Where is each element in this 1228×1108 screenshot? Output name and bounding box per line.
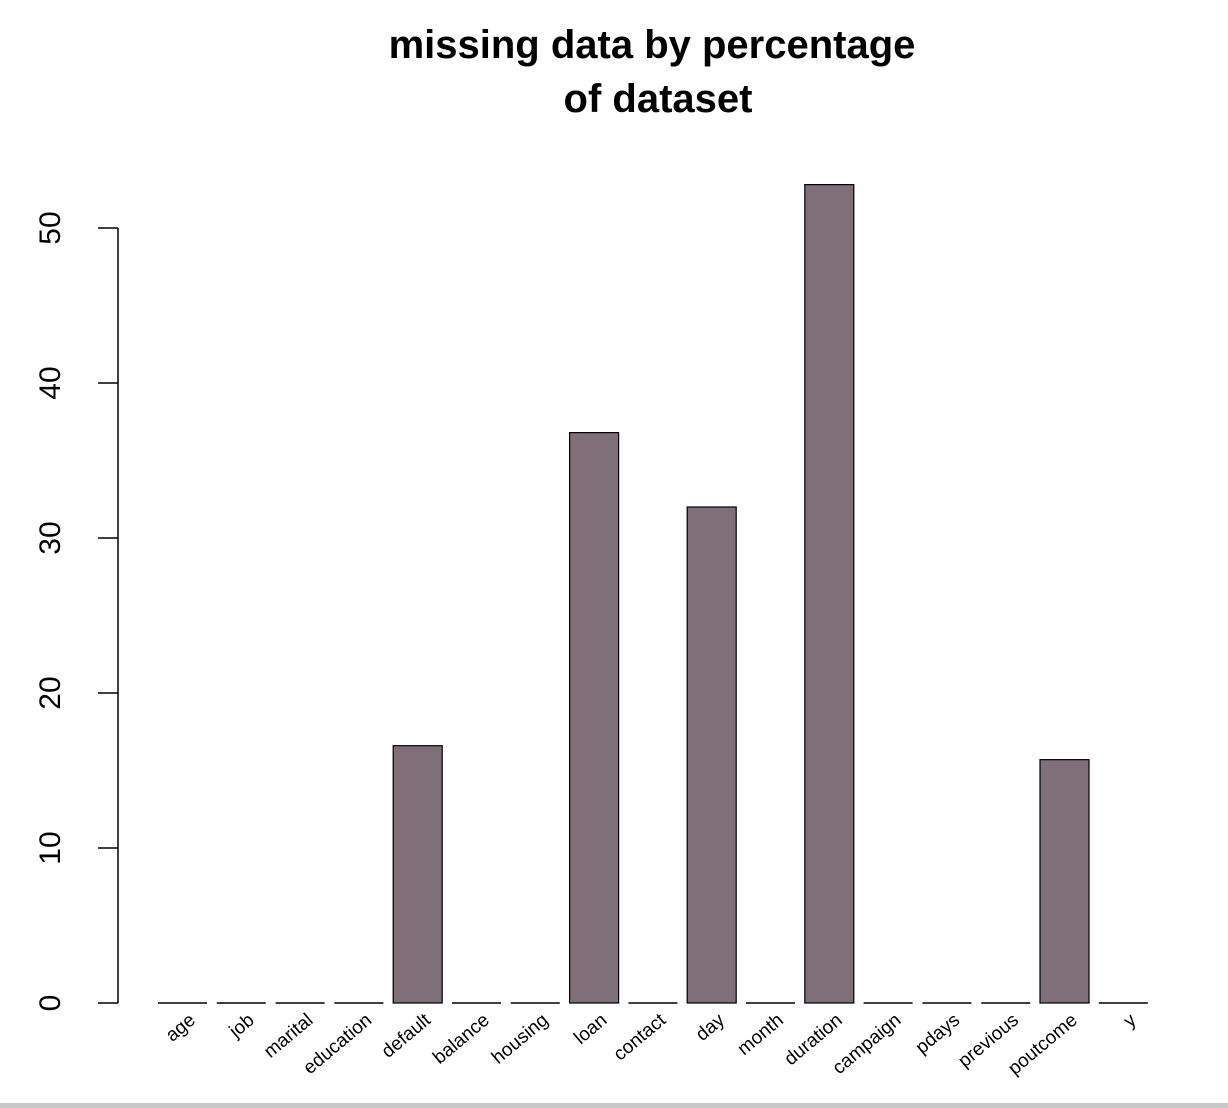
- y-tick-label: 50: [34, 211, 67, 244]
- y-tick-label: 30: [34, 521, 67, 554]
- bar: [804, 184, 855, 1004]
- bar: [392, 745, 443, 1004]
- bottom-border: [0, 1103, 1228, 1108]
- x-tick-label: job: [225, 1010, 259, 1043]
- y-tick-label: 20: [34, 676, 67, 709]
- x-tick-label: loan: [570, 1010, 611, 1049]
- x-tick-label: month: [734, 1010, 788, 1060]
- x-tick-label: age: [162, 1010, 200, 1046]
- bar: [1039, 759, 1090, 1004]
- y-tick-label: 40: [34, 366, 67, 399]
- x-tick-label: pdays: [912, 1010, 964, 1059]
- x-tick-label: balance: [429, 1010, 493, 1069]
- x-tick-label: contact: [610, 1009, 671, 1065]
- chart-title: missing data by percentage: [389, 23, 916, 67]
- x-tick-label: housing: [488, 1010, 552, 1069]
- x-tick-label: default: [378, 1009, 436, 1062]
- y-tick-label: 0: [34, 995, 67, 1012]
- chart-title: of dataset: [564, 77, 753, 121]
- bar: [686, 506, 737, 1004]
- y-tick-label: 10: [34, 831, 67, 864]
- x-tick-label: y: [1120, 1009, 1141, 1032]
- bar: [568, 432, 620, 1004]
- x-tick-label: day: [692, 1009, 729, 1045]
